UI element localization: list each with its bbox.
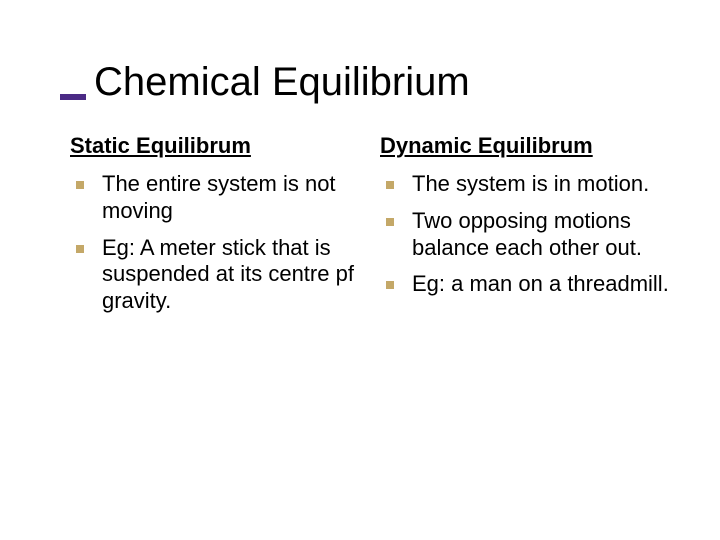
square-bullet-icon	[386, 181, 394, 189]
list-item: The entire system is not moving	[74, 171, 360, 225]
square-bullet-icon	[386, 218, 394, 226]
slide: Chemical Equilibrium Static Equilibrum T…	[0, 0, 720, 540]
columns: Static Equilibrum The entire system is n…	[70, 133, 670, 325]
list-item: Two opposing motions balance each other …	[384, 208, 670, 262]
left-heading: Static Equilibrum	[70, 133, 360, 159]
title-accent-bar	[60, 94, 86, 100]
square-bullet-icon	[76, 181, 84, 189]
column-left: Static Equilibrum The entire system is n…	[70, 133, 360, 325]
list-item-text: Eg: A meter stick that is suspended at i…	[102, 235, 354, 314]
title-wrap: Chemical Equilibrium	[70, 60, 670, 105]
list-item: Eg: a man on a threadmill.	[384, 271, 670, 298]
right-list: The system is in motion. Two opposing mo…	[380, 171, 670, 298]
list-item: The system is in motion.	[384, 171, 670, 198]
square-bullet-icon	[76, 245, 84, 253]
list-item-text: Eg: a man on a threadmill.	[412, 271, 669, 296]
list-item-text: The system is in motion.	[412, 171, 649, 196]
left-list: The entire system is not moving Eg: A me…	[70, 171, 360, 315]
slide-title: Chemical Equilibrium	[70, 60, 670, 105]
list-item: Eg: A meter stick that is suspended at i…	[74, 235, 360, 315]
column-right: Dynamic Equilibrum The system is in moti…	[380, 133, 670, 325]
square-bullet-icon	[386, 281, 394, 289]
right-heading: Dynamic Equilibrum	[380, 133, 670, 159]
list-item-text: Two opposing motions balance each other …	[412, 208, 642, 260]
list-item-text: The entire system is not moving	[102, 171, 336, 223]
